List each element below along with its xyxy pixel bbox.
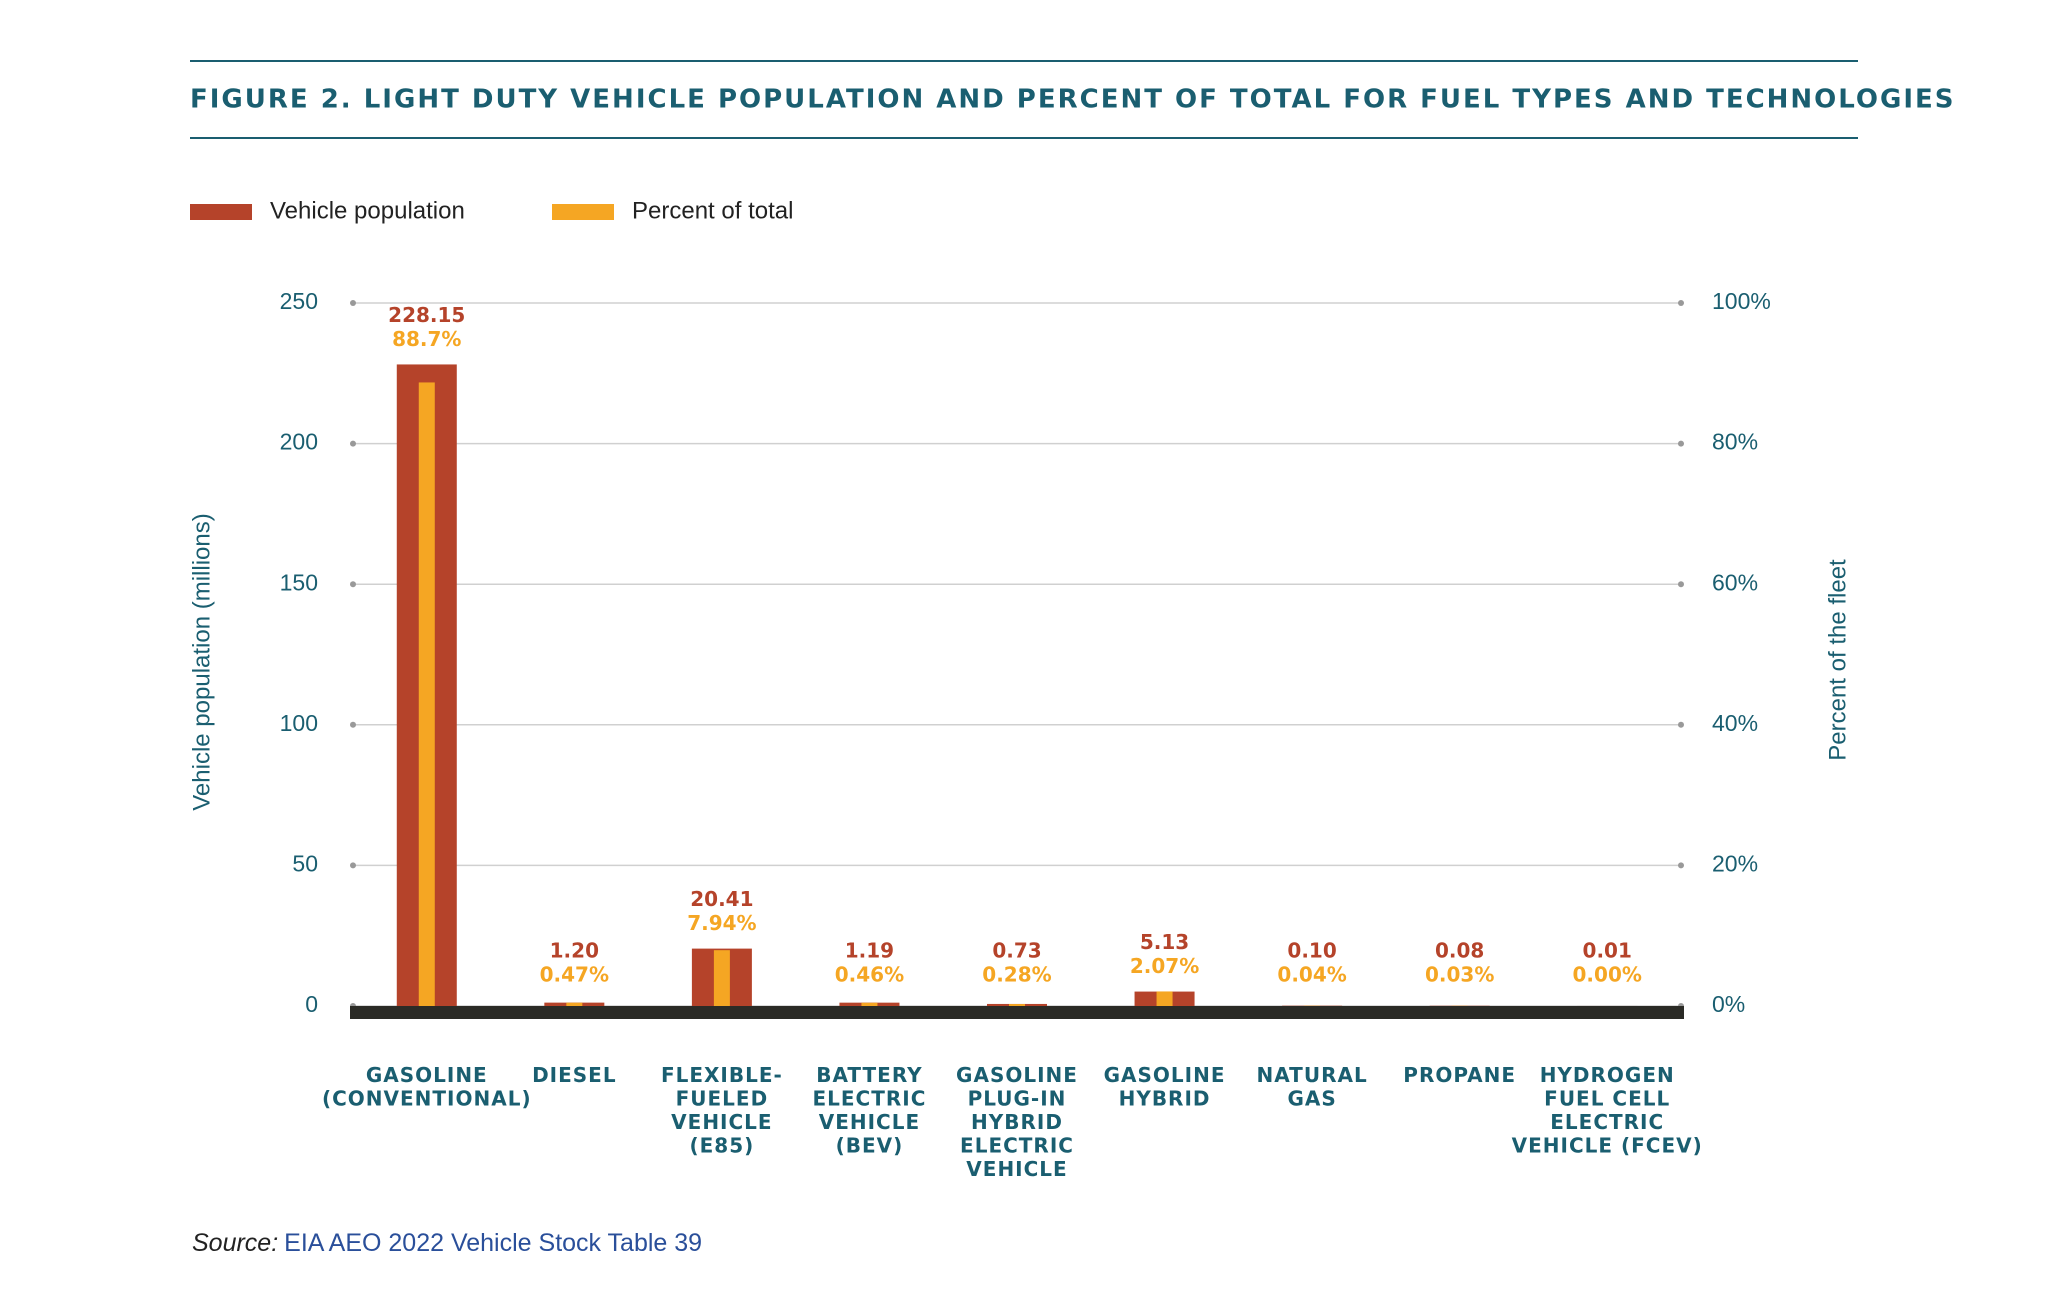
value-label: 0.00% [1573,963,1642,987]
tick-dot [350,300,356,306]
bar [566,1003,582,1006]
source-label: Source: [192,1229,278,1257]
value-label: 7.94% [687,911,756,935]
x-tick-label: DIESEL [532,1063,617,1087]
y2-tick-label: 100% [1712,288,1771,314]
x-tick-label: PROPANE [1403,1063,1516,1087]
source-text: EIA AEO 2022 Vehicle Stock Table 39 [284,1229,702,1257]
x-tick-label-line: HYDROGEN [1540,1063,1675,1087]
x-tick-label-line: VEHICLE [671,1110,772,1134]
x-tick-label-line: HYBRID [1119,1086,1211,1110]
tick-dot [1678,441,1684,447]
tick-dot [1678,862,1684,868]
x-tick-label-line: (CONVENTIONAL) [322,1086,532,1110]
value-label: 0.47% [540,963,609,987]
value-label: 20.41 [690,887,753,911]
tick-dot [1678,300,1684,306]
baseline [350,1006,1684,1019]
tick-dot [350,722,356,728]
y-tick-label: 100 [280,710,318,736]
x-tick-label-line: ELECTRIC [960,1133,1074,1157]
value-label: 0.28% [982,963,1051,987]
source: Source:EIA AEO 2022 Vehicle Stock Table … [192,1229,702,1257]
y2-tick-label: 40% [1712,710,1758,736]
bar [419,382,435,1006]
y-tick-label: 50 [292,850,318,876]
x-tick-label-line: PLUG-IN [968,1086,1067,1110]
x-tick-label-line: PROPANE [1403,1063,1516,1087]
legend-label: Vehicle population [270,197,465,224]
y-tick-label: 0 [305,991,318,1017]
x-tick-label-line: BATTERY [816,1063,922,1087]
x-tick-label-line: FLEXIBLE- [661,1063,783,1087]
value-label: 0.46% [835,963,904,987]
x-tick-label-line: (E85) [689,1133,754,1157]
value-label: 228.15 [388,303,465,327]
y-tick-label: 200 [280,429,318,455]
value-label: 0.03% [1425,963,1494,987]
bar [1157,991,1173,1006]
value-label: 1.19 [845,939,894,963]
y2-tick-label: 80% [1712,429,1758,455]
value-label: 2.07% [1130,954,1199,978]
y-tick-label: 150 [280,569,318,595]
value-label: 0.08 [1435,939,1484,963]
x-tick-label-line: GASOLINE [956,1063,1078,1087]
x-tick-label-line: VEHICLE [819,1110,920,1134]
y-axis-title: Vehicle population (millions) [188,513,215,811]
tick-dot [1678,722,1684,728]
bar [861,1003,877,1006]
value-label: 0.10 [1287,939,1336,963]
x-tick-label-line: ELECTRIC [812,1086,926,1110]
x-tick-label-line: NATURAL [1257,1063,1368,1087]
value-label: 0.73 [992,939,1041,963]
tick-dot [350,862,356,868]
x-tick-label-line: VEHICLE [966,1157,1067,1181]
x-tick-label-line: GASOLINE [366,1063,488,1087]
x-tick-label-line: FUELED [676,1086,769,1110]
y2-tick-label: 60% [1712,569,1758,595]
value-label: 5.13 [1140,930,1189,954]
y-tick-label: 250 [280,288,318,314]
x-tick-label-line: FUEL CELL [1544,1086,1670,1110]
y2-tick-label: 0% [1712,991,1745,1017]
value-label: 1.20 [550,939,599,963]
tick-dot [1678,581,1684,587]
bar [1009,1004,1025,1006]
value-label: 0.04% [1277,963,1346,987]
tick-dot [350,581,356,587]
y2-tick-label: 20% [1712,850,1758,876]
value-label: 88.7% [392,327,461,351]
y2-axis-title: Percent of the fleet [1824,559,1851,761]
x-tick-label-line: DIESEL [532,1063,617,1087]
legend-swatch [552,204,614,220]
value-label: 0.01 [1583,939,1632,963]
x-tick-label-line: GASOLINE [1104,1063,1226,1087]
x-tick-label-line: (BEV) [836,1133,904,1157]
x-tick-label-line: VEHICLE (FCEV) [1512,1133,1703,1157]
x-tick-label: GASOLINE(CONVENTIONAL) [322,1063,532,1111]
x-tick-label-line: GAS [1287,1086,1336,1110]
legend-label: Percent of total [632,197,793,224]
x-tick-label-line: ELECTRIC [1550,1110,1664,1134]
legend-swatch [190,204,252,220]
chart-title: FIGURE 2. LIGHT DUTY VEHICLE POPULATION … [190,85,1956,115]
bar [714,950,730,1006]
tick-dot [350,441,356,447]
x-tick-label-line: HYBRID [971,1110,1063,1134]
